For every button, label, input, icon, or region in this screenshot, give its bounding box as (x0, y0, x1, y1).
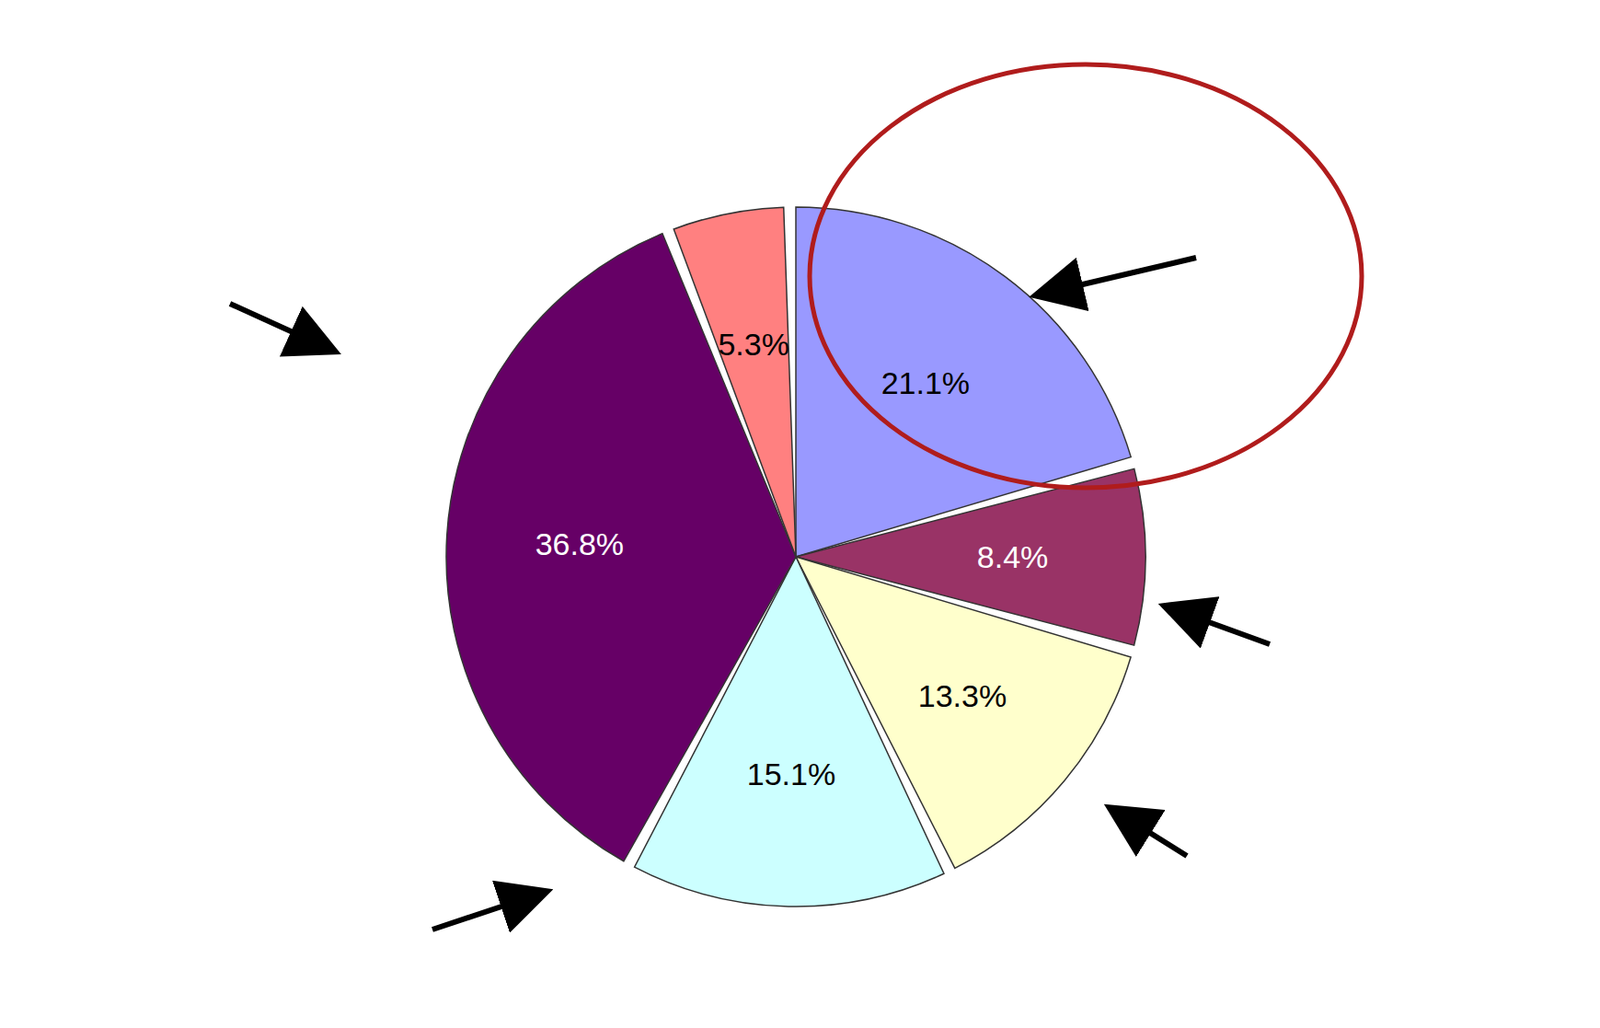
svg-text:21.1%: 21.1% (881, 365, 970, 401)
svg-text:8.4%: 8.4% (977, 539, 1049, 575)
svg-text:5.3%: 5.3% (717, 326, 790, 362)
svg-text:13.3%: 13.3% (918, 678, 1007, 714)
svg-text:36.8%: 36.8% (535, 526, 624, 562)
svg-text:15.1%: 15.1% (747, 756, 836, 792)
